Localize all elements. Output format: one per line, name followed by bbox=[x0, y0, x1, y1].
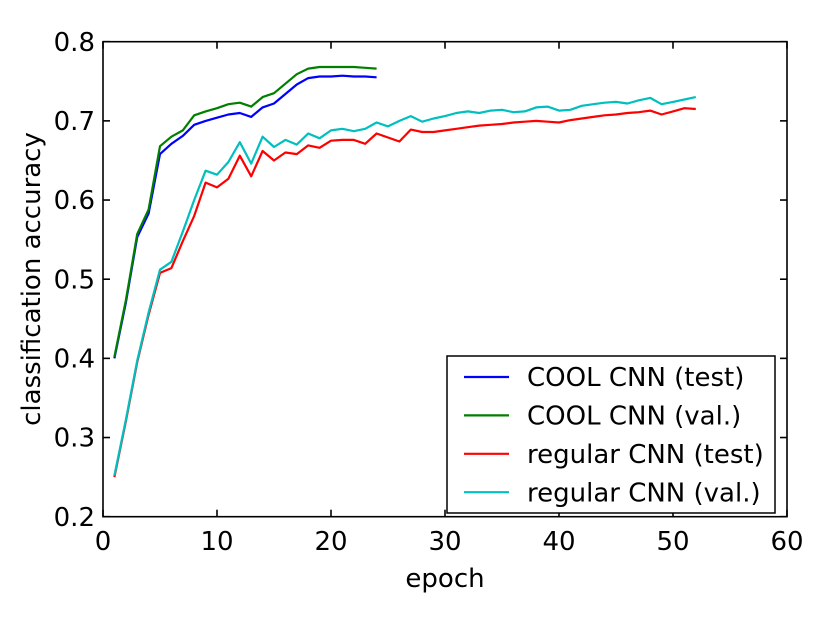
y-tick-label: 0.2 bbox=[54, 503, 95, 533]
legend-label: COOL CNN (test) bbox=[527, 363, 744, 393]
axis-ticks: 0 10 20 30 40 50 60 0.2 0.3 0.4 0.5 0.6 0.7 0.8 bbox=[54, 28, 804, 557]
series-line-regular-cnn-val bbox=[113, 96, 697, 476]
y-tick-label: 0.8 bbox=[54, 28, 95, 58]
x-tick-label: 20 bbox=[314, 527, 347, 557]
x-tick-label: 10 bbox=[200, 527, 233, 557]
y-tick-label: 0.6 bbox=[54, 186, 95, 216]
legend-label: regular CNN (val.) bbox=[527, 478, 761, 508]
y-axis-label: classification accuracy bbox=[17, 132, 47, 426]
x-tick-label: 50 bbox=[656, 527, 689, 557]
x-tick-label: 0 bbox=[95, 527, 112, 557]
x-tick-label: 60 bbox=[770, 527, 803, 557]
legend-label: regular CNN (test) bbox=[527, 440, 764, 470]
y-tick-label: 0.7 bbox=[54, 107, 95, 137]
series-lines bbox=[113, 65, 697, 478]
x-axis-label: epoch bbox=[405, 564, 484, 594]
y-tick-label: 0.3 bbox=[54, 424, 95, 454]
legend: COOL CNN (test) COOL CNN (val.) regular CN… bbox=[446, 355, 776, 514]
series-line-cool-cnn-val bbox=[113, 65, 377, 358]
series-line-cool-cnn-test bbox=[113, 74, 377, 359]
x-tick-label: 30 bbox=[428, 527, 461, 557]
legend-label: COOL CNN (val.) bbox=[527, 402, 741, 432]
y-tick-label: 0.5 bbox=[54, 265, 95, 295]
x-tick-label: 40 bbox=[542, 527, 575, 557]
y-tick-label: 0.4 bbox=[54, 344, 95, 374]
legend-box bbox=[446, 355, 776, 514]
series-line-regular-cnn-test bbox=[113, 107, 696, 478]
